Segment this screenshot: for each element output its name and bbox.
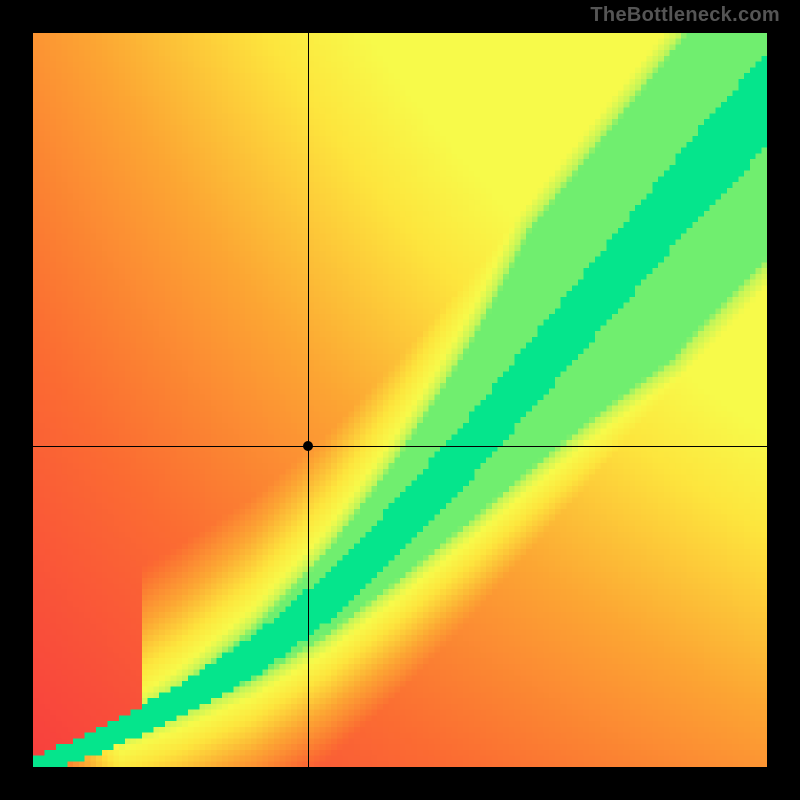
crosshair-horizontal (33, 446, 767, 447)
heatmap-canvas (33, 33, 767, 767)
watermark-text: TheBottleneck.com (590, 4, 780, 27)
plot-area (33, 33, 767, 767)
crosshair-vertical (308, 33, 309, 767)
chart-container: TheBottleneck.com (0, 0, 800, 800)
data-point-marker (303, 441, 313, 451)
